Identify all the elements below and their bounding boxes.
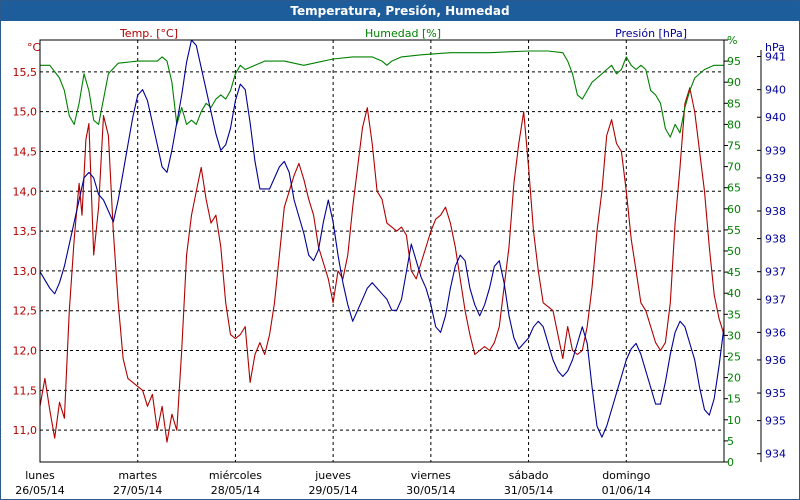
presion-tick-label: 937 bbox=[765, 266, 786, 279]
temp-tick-label: 11,5 bbox=[13, 384, 38, 397]
day-name-label: lunes bbox=[25, 469, 55, 482]
humedad-tick-label: 30 bbox=[727, 329, 741, 342]
presion-tick-label: 938 bbox=[765, 233, 786, 246]
day-date-label: 28/05/14 bbox=[211, 484, 260, 497]
humedad-tick-label: % bbox=[727, 34, 737, 47]
temp-tick-label: 15,0 bbox=[13, 106, 38, 119]
humedad-tick-label: 35 bbox=[727, 308, 741, 321]
humedad-tick-label: 0 bbox=[727, 456, 734, 469]
humedad-tick-label: 75 bbox=[727, 140, 741, 153]
humedad-tick-label: 80 bbox=[727, 118, 741, 131]
humedad-tick-label: 40 bbox=[727, 287, 741, 300]
temp-tick-label: 15,5 bbox=[13, 66, 38, 79]
humedad-tick-label: 60 bbox=[727, 203, 741, 216]
day-date-label: 01/06/14 bbox=[602, 484, 651, 497]
day-date-label: 31/05/14 bbox=[504, 484, 553, 497]
temp-tick-label: 14,0 bbox=[13, 185, 38, 198]
temp-tick-label: 12,5 bbox=[13, 305, 38, 318]
temp-series-line bbox=[39, 87, 725, 443]
day-date-label: 27/05/14 bbox=[113, 484, 162, 497]
presion-tick-label: 937 bbox=[765, 293, 786, 306]
temp-tick-label: 14,5 bbox=[13, 145, 38, 158]
presion-tick-label: 940 bbox=[765, 84, 786, 97]
temp-tick-label: 11,0 bbox=[13, 424, 38, 437]
day-name-label: sábado bbox=[509, 469, 549, 482]
humedad-tick-label: 85 bbox=[727, 97, 741, 110]
temp-tick-label: 12,0 bbox=[13, 345, 38, 358]
legend-humedad: Humedad [%] bbox=[365, 27, 441, 40]
temp-tick-label: 13,5 bbox=[13, 225, 38, 238]
humedad-tick-label: 20 bbox=[727, 372, 741, 385]
presion-unit-label: hPa bbox=[765, 41, 785, 54]
legend-temp: Temp. [°C] bbox=[119, 27, 178, 40]
presion-tick-label: 938 bbox=[765, 205, 786, 218]
temp-unit-label: °C bbox=[27, 41, 41, 54]
presion-series-line bbox=[39, 39, 725, 438]
day-date-label: 26/05/14 bbox=[15, 484, 64, 497]
day-name-label: jueves bbox=[314, 469, 351, 482]
day-name-label: miércoles bbox=[209, 469, 262, 482]
presion-tick-label: 939 bbox=[765, 172, 786, 185]
chart-title: Temperatura, Presión, Humedad bbox=[1, 1, 799, 21]
day-name-label: viernes bbox=[411, 469, 451, 482]
presion-tick-label: 941 bbox=[765, 51, 786, 64]
presion-tick-label: 935 bbox=[765, 415, 786, 428]
temp-tick-label: 13,0 bbox=[13, 265, 38, 278]
humedad-tick-label: 5 bbox=[727, 435, 734, 448]
humedad-tick-label: 55 bbox=[727, 224, 741, 237]
presion-tick-label: 939 bbox=[765, 144, 786, 157]
humedad-tick-label: 15 bbox=[727, 393, 741, 406]
humedad-tick-label: 95 bbox=[727, 55, 741, 68]
humedad-tick-label: 45 bbox=[727, 266, 741, 279]
day-name-label: domingo bbox=[602, 469, 650, 482]
legend-presion: Presión [hPa] bbox=[615, 27, 687, 40]
humedad-tick-label: 70 bbox=[727, 161, 741, 174]
presion-tick-label: 940 bbox=[765, 111, 786, 124]
day-date-label: 30/05/14 bbox=[406, 484, 455, 497]
presion-tick-label: 935 bbox=[765, 387, 786, 400]
humedad-series-line bbox=[40, 50, 724, 138]
humedad-tick-label: 25 bbox=[727, 351, 741, 364]
presion-tick-label: 936 bbox=[765, 326, 786, 339]
day-date-label: 29/05/14 bbox=[308, 484, 357, 497]
day-name-label: martes bbox=[118, 469, 157, 482]
presion-tick-label: 936 bbox=[765, 354, 786, 367]
plot-border bbox=[39, 39, 725, 463]
humedad-tick-label: 50 bbox=[727, 245, 741, 258]
humedad-tick-label: 10 bbox=[727, 414, 741, 427]
humedad-tick-label: 90 bbox=[727, 76, 741, 89]
presion-tick-label: 934 bbox=[765, 448, 786, 461]
humedad-tick-label: 65 bbox=[727, 182, 741, 195]
